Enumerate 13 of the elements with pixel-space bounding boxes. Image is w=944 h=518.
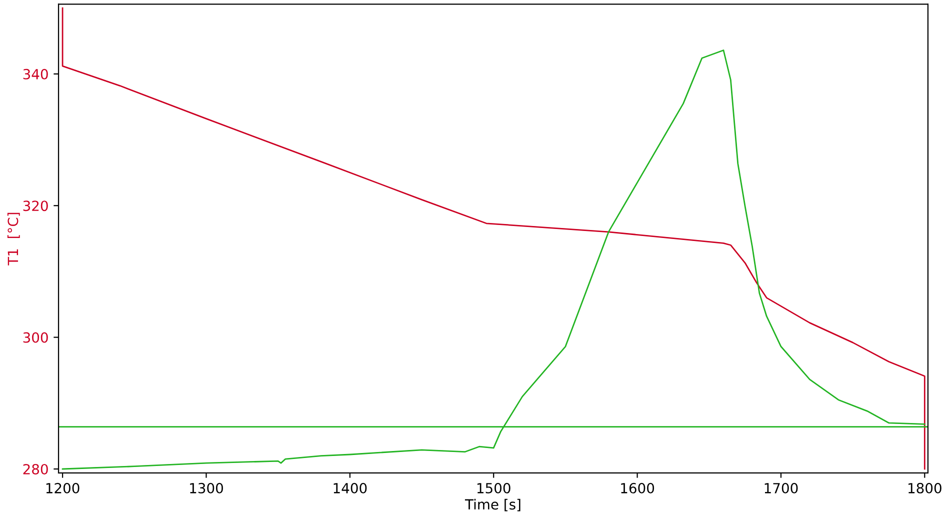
x-axis-title: Time [s] (464, 498, 520, 512)
x-tick-label: 1700 (764, 482, 798, 494)
y-tick-label: 340 (23, 68, 48, 80)
x-tick-label: 1400 (334, 482, 367, 494)
y-tick-label: 320 (23, 200, 48, 212)
x-tick-label: 1500 (477, 482, 510, 494)
x-tick-label: 1600 (621, 482, 654, 494)
x-tick-label: 1300 (190, 482, 223, 494)
y-tick-label: 300 (23, 332, 48, 343)
x-tick-label: 1800 (908, 482, 942, 494)
x-tick-label: 1200 (46, 482, 80, 494)
y-tick-label: 280 (23, 464, 48, 474)
y-axis-title: T1 [°C] (7, 212, 20, 266)
